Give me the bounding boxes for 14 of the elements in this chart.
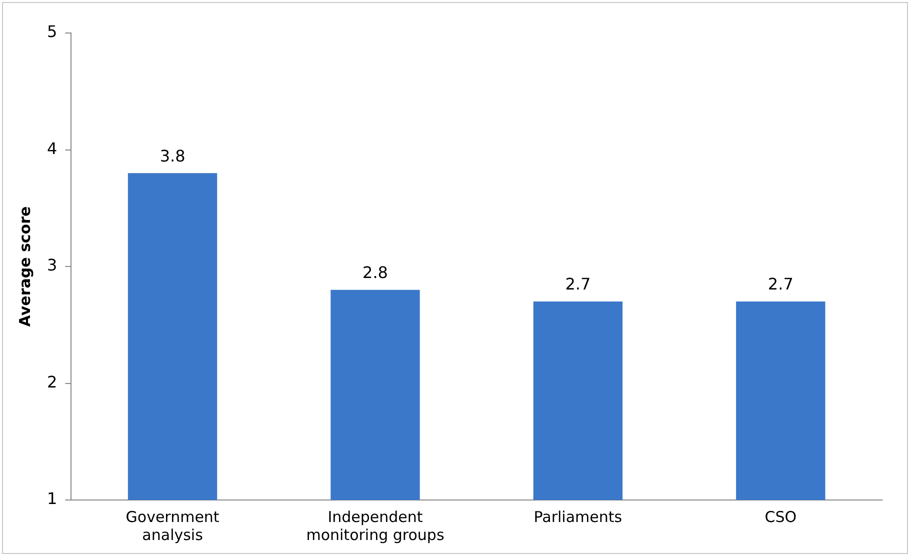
x-tick-label: Government analysis — [126, 508, 220, 544]
data-label: 2.7 — [768, 274, 794, 294]
y-axis-title: Average score — [16, 206, 34, 327]
y-tick-label: 4 — [46, 138, 58, 158]
x-tick-label: Independent monitoring groups — [306, 508, 444, 544]
y-tick-label: 5 — [46, 22, 58, 42]
data-label: 3.8 — [160, 146, 186, 166]
y-tick-label: 1 — [46, 489, 58, 508]
data-label: 2.7 — [565, 274, 591, 294]
y-tick-label: 3 — [46, 256, 58, 275]
x-tick-label: CSO — [764, 508, 797, 526]
x-tick-label: Parliaments — [534, 508, 622, 526]
y-tick-label: 2 — [46, 372, 58, 392]
data-label: 2.8 — [362, 263, 388, 282]
